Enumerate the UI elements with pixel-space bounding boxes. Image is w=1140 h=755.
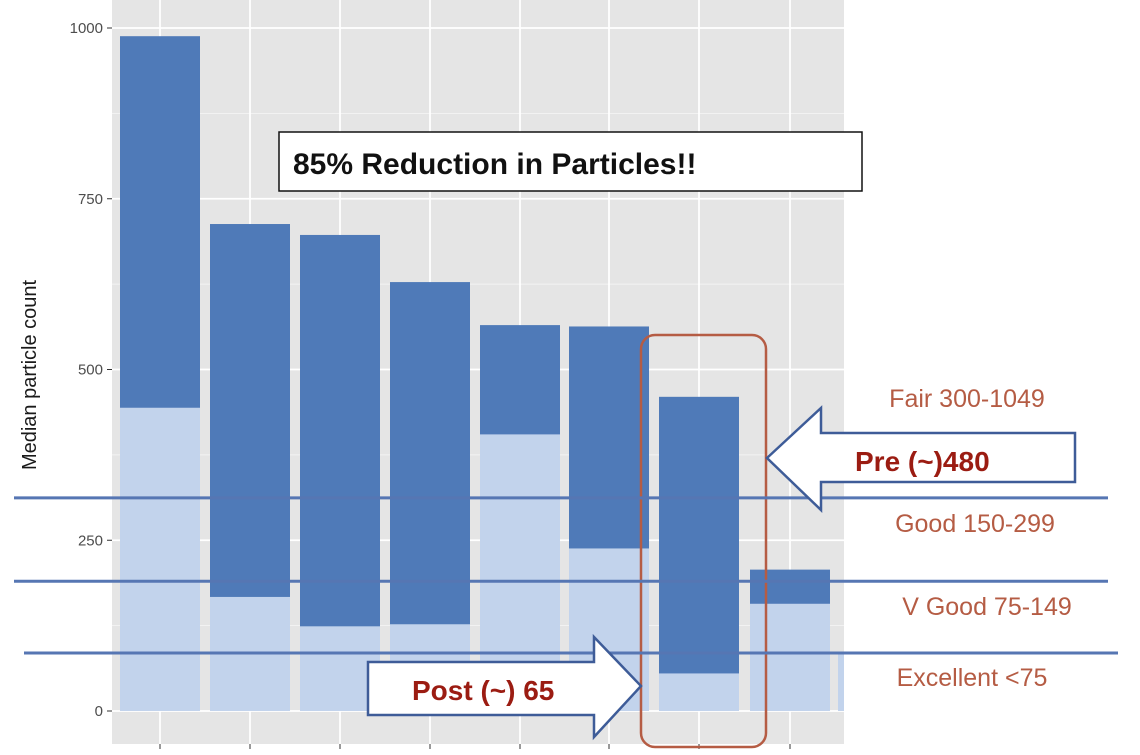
highlight-box xyxy=(639,333,768,749)
y-tick-label: 500 xyxy=(78,362,103,379)
pre-arrow-text: Pre (~)480 xyxy=(855,446,990,477)
band-label: Fair 300-1049 xyxy=(889,385,1045,413)
pre-arrow xyxy=(765,405,1077,513)
y-axis-label: Median particle count xyxy=(19,280,41,471)
bar-post xyxy=(659,673,739,711)
bar-post xyxy=(750,603,830,711)
post-arrow xyxy=(366,633,643,741)
y-tick-label: 750 xyxy=(78,191,103,208)
quality-bands: Fair 300-1049 Good 150-299 V Good 75-149 Ex… xyxy=(14,385,1118,692)
bar-post xyxy=(300,626,380,711)
band-label: Good 150-299 xyxy=(895,510,1055,538)
title-callout-text: 85% Reduction in Particles!! xyxy=(293,148,696,181)
band-label: V Good 75-149 xyxy=(902,593,1072,621)
title-callout-box xyxy=(278,131,863,192)
post-arrow-text: Post (~) 65 xyxy=(412,675,554,706)
bar-pre xyxy=(659,396,739,711)
bar-post xyxy=(120,407,200,711)
y-tick-label: 1000 xyxy=(70,20,103,37)
y-tick-label: 0 xyxy=(95,703,103,720)
y-tick-label: 250 xyxy=(78,532,103,549)
band-label: Excellent <75 xyxy=(897,664,1048,692)
bar-post-partial xyxy=(838,652,844,711)
